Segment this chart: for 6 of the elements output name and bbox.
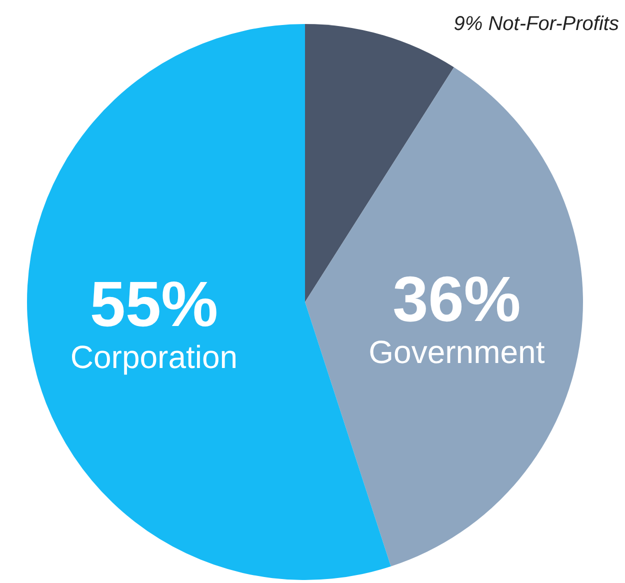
slice-label: 9% Not-For-Profits [454,13,619,35]
pie-slice [305,67,583,566]
slice-label: Government [368,334,545,370]
slice-label: Corporation [70,338,238,375]
data-label: 36% [392,263,521,336]
data-label: 55% [90,268,218,340]
